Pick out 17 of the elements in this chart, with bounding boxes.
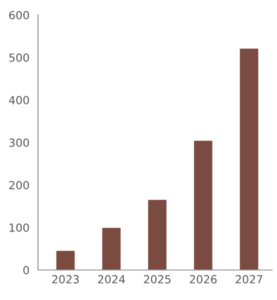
x-tick-label: 2025 bbox=[144, 275, 170, 284]
y-tick-label: 400 bbox=[9, 96, 29, 104]
x-tick-label: 2024 bbox=[98, 275, 125, 284]
y-tick-label: 100 bbox=[10, 223, 29, 232]
x-tick-label: 2026 bbox=[190, 275, 217, 284]
x-tick-label: 2027 bbox=[236, 275, 262, 284]
y-tick-label: 200 bbox=[9, 180, 29, 190]
bar bbox=[56, 250, 75, 270]
bar bbox=[194, 140, 212, 270]
y-tick-label: 500 bbox=[9, 53, 29, 62]
x-tick-label: 2023 bbox=[52, 275, 79, 284]
y-tick-label: 300 bbox=[9, 138, 29, 147]
bar bbox=[148, 200, 166, 270]
y-tick-label: 0 bbox=[23, 266, 29, 274]
bar bbox=[240, 48, 258, 270]
bar bbox=[102, 228, 121, 270]
y-tick-label: 600 bbox=[9, 10, 29, 20]
